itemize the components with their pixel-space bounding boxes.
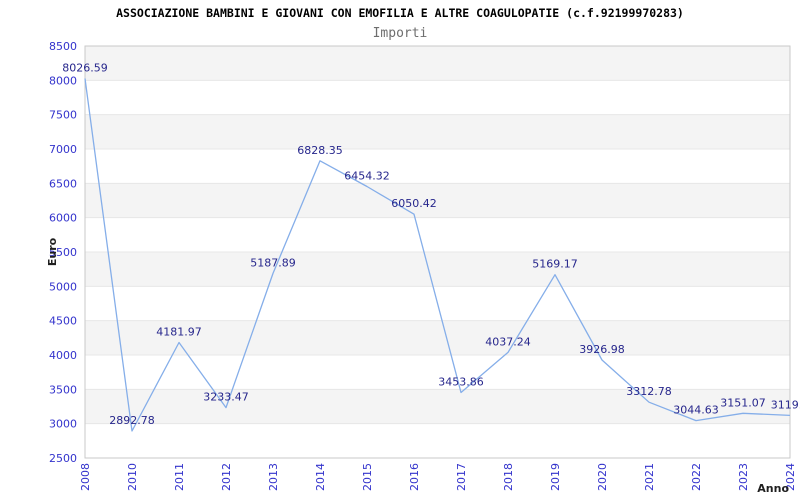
x-tick-label: 2021 bbox=[643, 463, 656, 491]
plot-band bbox=[85, 252, 790, 287]
x-tick-label: 2013 bbox=[267, 463, 280, 491]
data-point-label: 3119.8 bbox=[771, 398, 800, 411]
plot-border bbox=[84, 45, 791, 459]
y-tick-label: 4500 bbox=[49, 315, 77, 328]
data-point-label: 3044.63 bbox=[673, 404, 719, 417]
x-tick-label: 2024 bbox=[784, 463, 797, 491]
chart-title: ASSOCIAZIONE BAMBINI E GIOVANI CON EMOFI… bbox=[116, 6, 684, 20]
y-tick-label: 3000 bbox=[49, 418, 77, 431]
data-point-label: 5187.89 bbox=[250, 256, 296, 269]
y-tick-label: 6000 bbox=[49, 212, 77, 225]
x-tick-label: 2023 bbox=[737, 463, 750, 491]
data-point-label: 8026.59 bbox=[62, 62, 108, 75]
x-tick-label: 2020 bbox=[596, 463, 609, 491]
data-point-label: 3233.47 bbox=[203, 391, 249, 404]
plot-band bbox=[85, 389, 790, 424]
data-point-label: 5169.17 bbox=[532, 258, 578, 271]
data-line bbox=[84, 78, 791, 432]
x-tick-label: 2019 bbox=[549, 463, 562, 491]
x-tick-label: 2010 bbox=[126, 463, 139, 491]
plot-band bbox=[85, 183, 790, 218]
x-axis-title-anno: Anno bbox=[757, 482, 789, 495]
x-tick-label: 2022 bbox=[690, 463, 703, 491]
data-point-label: 6050.42 bbox=[391, 197, 437, 210]
plot-band bbox=[85, 320, 790, 355]
data-point-label: 2892.78 bbox=[109, 414, 155, 427]
x-tick-label: 2011 bbox=[173, 463, 186, 491]
data-point-label: 3926.98 bbox=[579, 343, 625, 356]
y-tick-label: 4000 bbox=[49, 349, 77, 362]
x-tick-label: 2008 bbox=[79, 463, 92, 491]
data-point-label: 3151.07 bbox=[720, 396, 766, 409]
x-tick-label: 2012 bbox=[220, 463, 233, 491]
y-tick-label: 8500 bbox=[49, 40, 77, 53]
x-tick-label: 2017 bbox=[455, 463, 468, 491]
data-point-label: 6828.35 bbox=[297, 144, 343, 157]
data-point-label: 3312.78 bbox=[626, 385, 672, 398]
y-tick-label: 3500 bbox=[49, 383, 77, 396]
plot-band bbox=[85, 114, 790, 149]
y-tick-label: 7000 bbox=[49, 143, 77, 156]
chart-subtitle: Importi bbox=[372, 26, 428, 41]
y-tick-label: 5000 bbox=[49, 280, 77, 293]
y-tick-label: 8000 bbox=[49, 74, 77, 87]
data-point-label: 4037.24 bbox=[485, 335, 531, 348]
x-tick-label: 2015 bbox=[361, 463, 374, 491]
y-tick-label: 2500 bbox=[49, 452, 77, 465]
plot-band bbox=[85, 46, 790, 81]
x-tick-label: 2018 bbox=[502, 463, 515, 491]
y-tick-label: 7500 bbox=[49, 109, 77, 122]
data-point-label: 4181.97 bbox=[156, 326, 202, 339]
y-tick-label: 5500 bbox=[49, 246, 77, 259]
y-axis-title-euro: Euro bbox=[46, 237, 59, 266]
x-tick-label: 2014 bbox=[314, 463, 327, 491]
y-tick-label: 6500 bbox=[49, 177, 77, 190]
data-point-label: 6454.32 bbox=[344, 169, 390, 182]
data-point-label: 3453.86 bbox=[438, 376, 484, 389]
x-tick-label: 2016 bbox=[408, 463, 421, 491]
